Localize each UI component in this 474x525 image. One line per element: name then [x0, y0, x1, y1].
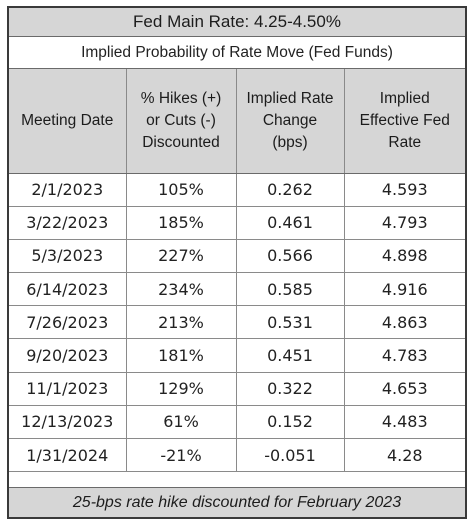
header-line: Rate [388, 133, 422, 151]
effective-fed-rate-cell: 4.653 [344, 372, 465, 406]
effective-fed-rate-cell: 4.783 [344, 338, 465, 373]
column-header-effective-fed-rate: Implied Effective Fed Rate [344, 69, 465, 174]
hikes-cuts-cell: 61% [126, 405, 237, 440]
hikes-cuts-cell: 227% [126, 239, 237, 274]
header-line: Implied [379, 89, 430, 107]
header-line: Implied Rate [246, 89, 334, 107]
table-subtitle: Implied Probability of Rate Move (Fed Fu… [9, 37, 465, 69]
meeting-date-cell: 11/1/2023 [9, 372, 127, 406]
hikes-cuts-cell: 129% [126, 372, 237, 406]
implied-rate-change-cell: -0.051 [236, 438, 345, 473]
header-line: or Cuts (-) [146, 111, 216, 129]
hikes-cuts-cell: 181% [126, 338, 237, 373]
meeting-date-cell: 9/20/2023 [9, 338, 127, 373]
table-row: 3/22/2023 185% 0.461 4.793 [9, 206, 465, 240]
hikes-cuts-cell: 234% [126, 272, 237, 307]
effective-fed-rate-cell: 4.863 [344, 305, 465, 340]
table-row: 2/1/2023 105% 0.262 4.593 [9, 173, 465, 207]
implied-rate-change-cell: 0.566 [236, 239, 345, 274]
header-line: % Hikes (+) [140, 89, 222, 107]
effective-fed-rate-cell: 4.483 [344, 405, 465, 440]
table-row: 9/20/2023 181% 0.451 4.783 [9, 338, 465, 373]
table-footer-note: 25-bps rate hike discounted for February… [9, 487, 465, 517]
table-row: 11/1/2023 129% 0.322 4.653 [9, 372, 465, 406]
hikes-cuts-cell: 213% [126, 305, 237, 340]
rate-probability-table: Meeting Date % Hikes (+) or Cuts (-) Dis… [9, 69, 465, 473]
effective-fed-rate-cell: 4.28 [344, 438, 465, 473]
header-line: Discounted [142, 133, 220, 151]
column-header-implied-rate-change: Implied Rate Change (bps) [236, 69, 345, 174]
meeting-date-cell: 3/22/2023 [9, 206, 127, 240]
header-line: (bps) [272, 133, 308, 151]
implied-rate-change-cell: 0.585 [236, 272, 345, 307]
table-title: Fed Main Rate: 4.25-4.50% [9, 8, 465, 37]
column-header-hikes-cuts: % Hikes (+) or Cuts (-) Discounted [126, 69, 237, 174]
table-row: 1/31/2024 -21% -0.051 4.28 [9, 438, 465, 473]
effective-fed-rate-cell: 4.898 [344, 239, 465, 274]
meeting-date-cell: 1/31/2024 [9, 438, 127, 473]
header-line: Change [262, 111, 318, 129]
header-line: Effective Fed [359, 111, 450, 129]
meeting-date-cell: 7/26/2023 [9, 305, 127, 340]
table-row: 7/26/2023 213% 0.531 4.863 [9, 305, 465, 340]
column-header-meeting-date: Meeting Date [9, 69, 127, 174]
hikes-cuts-cell: 185% [126, 206, 237, 240]
hikes-cuts-cell: -21% [126, 438, 237, 473]
table-body: 2/1/2023 105% 0.262 4.593 3/22/2023 185% 0.461… [9, 173, 465, 473]
table-row: 5/3/2023 227% 0.566 4.898 [9, 239, 465, 274]
implied-rate-change-cell: 0.322 [236, 372, 345, 406]
implied-rate-change-cell: 0.461 [236, 206, 345, 240]
meeting-date-cell: 12/13/2023 [9, 405, 127, 440]
implied-rate-change-cell: 0.531 [236, 305, 345, 340]
table-row: 6/14/2023 234% 0.585 4.916 [9, 272, 465, 307]
implied-rate-change-cell: 0.262 [236, 173, 345, 207]
meeting-date-cell: 5/3/2023 [9, 239, 127, 274]
header-line: Meeting Date [21, 111, 114, 129]
rate-probability-table-card: Fed Main Rate: 4.25-4.50% Implied Probab… [7, 6, 467, 519]
effective-fed-rate-cell: 4.793 [344, 206, 465, 240]
effective-fed-rate-cell: 4.916 [344, 272, 465, 307]
meeting-date-cell: 6/14/2023 [9, 272, 127, 307]
meeting-date-cell: 2/1/2023 [9, 173, 127, 207]
header-row: Meeting Date % Hikes (+) or Cuts (-) Dis… [9, 69, 465, 174]
implied-rate-change-cell: 0.152 [236, 405, 345, 440]
table-row: 12/13/2023 61% 0.152 4.483 [9, 405, 465, 440]
hikes-cuts-cell: 105% [126, 173, 237, 207]
implied-rate-change-cell: 0.451 [236, 338, 345, 373]
effective-fed-rate-cell: 4.593 [344, 173, 465, 207]
